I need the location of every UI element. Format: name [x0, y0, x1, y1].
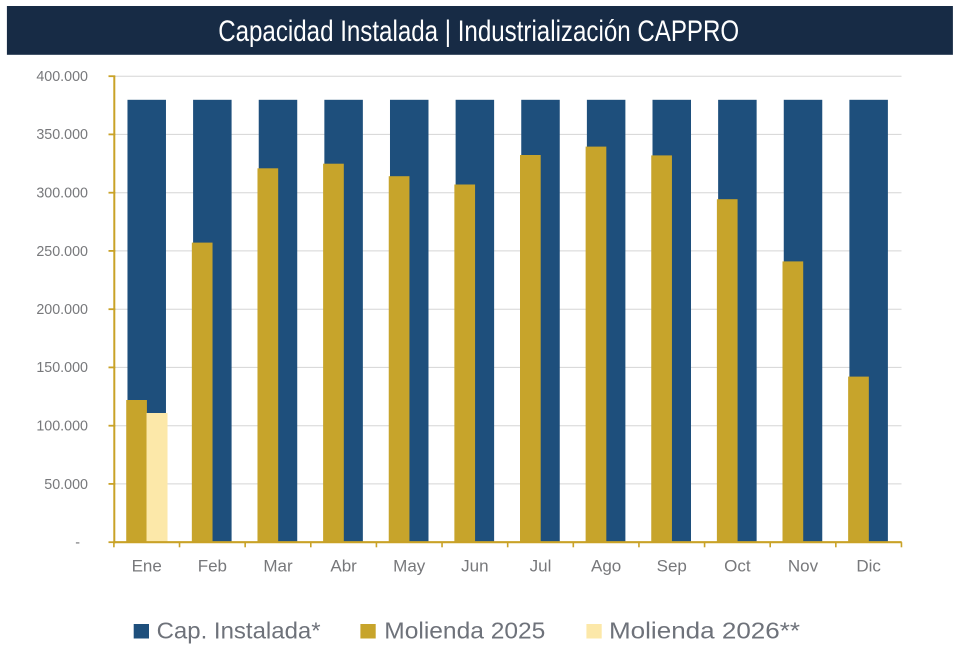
svg-text:May: May — [393, 557, 426, 576]
svg-text:200.000: 200.000 — [36, 302, 88, 318]
svg-text:250.000: 250.000 — [36, 244, 88, 260]
svg-text:Sep: Sep — [657, 557, 687, 576]
svg-text:Capacidad Instalada | Industri: Capacidad Instalada | Industrialización … — [218, 15, 739, 48]
svg-text:Mar: Mar — [263, 557, 293, 576]
svg-text:350.000: 350.000 — [36, 127, 88, 143]
svg-text:Nov: Nov — [788, 557, 819, 576]
svg-text:Molienda 2025: Molienda 2025 — [384, 618, 545, 644]
svg-text:Jun: Jun — [461, 557, 488, 576]
svg-text:Jul: Jul — [530, 557, 552, 576]
svg-text:300.000: 300.000 — [36, 186, 88, 202]
svg-text:-: - — [75, 535, 80, 551]
svg-text:Abr: Abr — [330, 557, 357, 576]
svg-text:150.000: 150.000 — [36, 360, 88, 376]
svg-text:Ago: Ago — [591, 557, 621, 576]
svg-text:Ene: Ene — [132, 557, 162, 576]
svg-text:Dic: Dic — [856, 557, 881, 576]
svg-text:50.000: 50.000 — [44, 477, 88, 493]
svg-text:Oct: Oct — [724, 557, 751, 576]
svg-text:Cap. Instalada*: Cap. Instalada* — [157, 618, 321, 644]
svg-text:400.000: 400.000 — [36, 69, 88, 85]
svg-text:Molienda 2026**: Molienda 2026** — [609, 618, 800, 644]
svg-text:100.000: 100.000 — [36, 419, 88, 435]
svg-text:Feb: Feb — [198, 557, 227, 576]
